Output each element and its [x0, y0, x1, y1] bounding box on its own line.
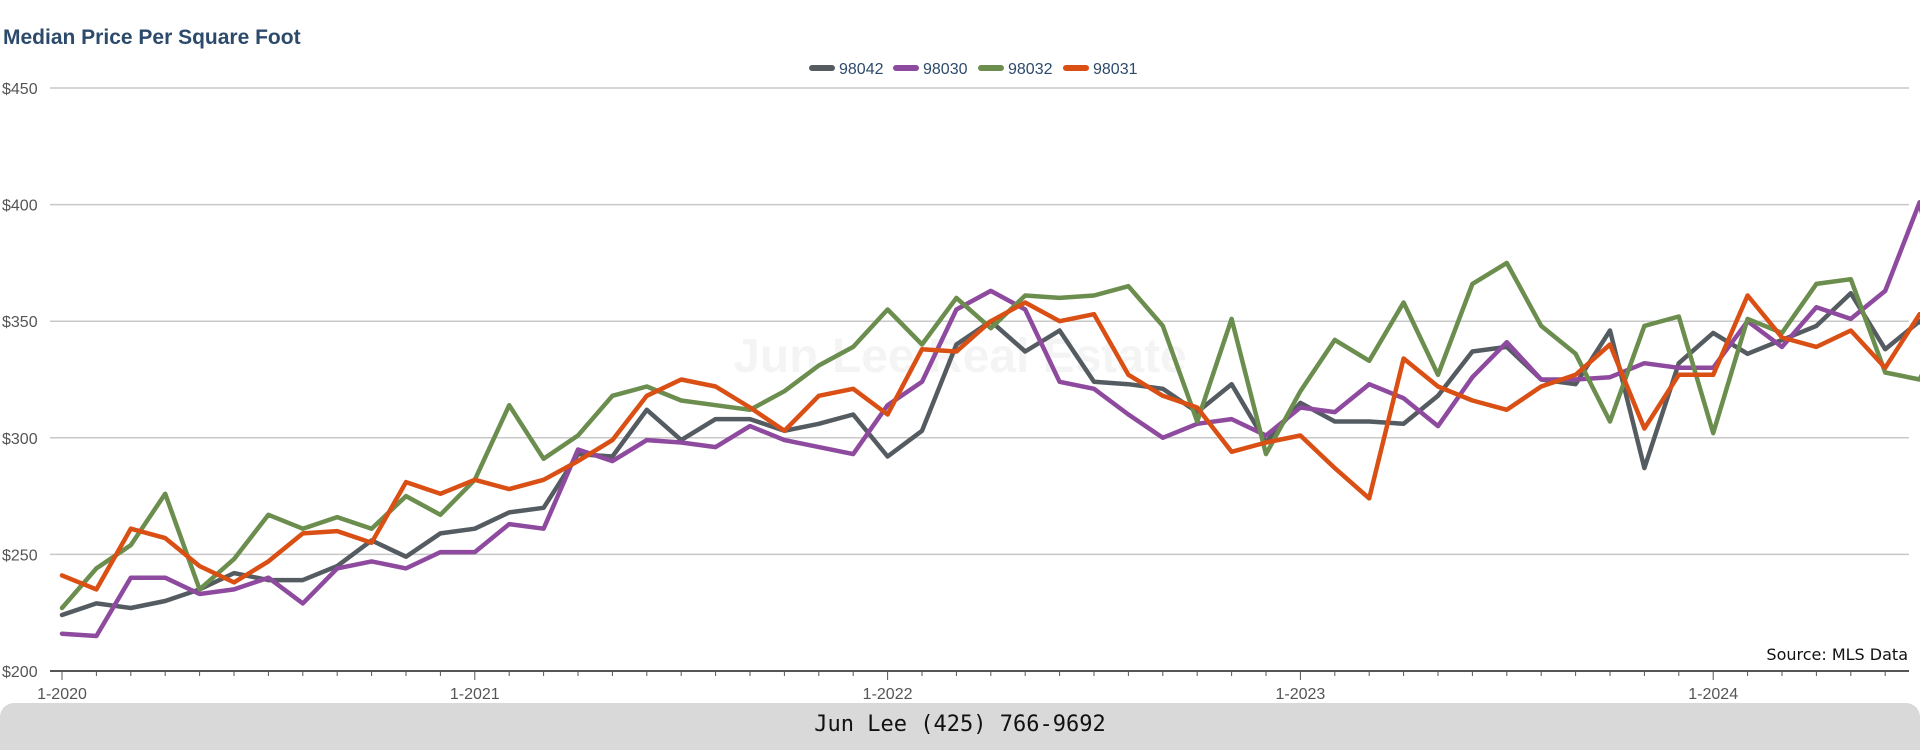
- y-tick-label: $450: [2, 81, 38, 98]
- legend-label-98032: 98032: [1008, 61, 1053, 78]
- y-tick-label: $400: [2, 198, 38, 215]
- series-lines: [59, 200, 1920, 639]
- series-line-98032: [59, 260, 1920, 611]
- chart-title: Median Price Per Square Foot: [3, 26, 301, 49]
- y-tick-label: $300: [2, 431, 38, 448]
- x-tick-label: 1-2021: [450, 686, 500, 703]
- legend: 98042 98030 98032 98031: [809, 61, 1138, 78]
- x-tick-label: 1-2024: [1688, 686, 1738, 703]
- x-tick-label: 1-2023: [1275, 686, 1325, 703]
- legend-label-98042: 98042: [839, 61, 884, 78]
- footer-bar: Jun Lee (425) 766-9692: [0, 703, 1920, 750]
- source-annotation: Source: MLS Data: [1766, 645, 1908, 664]
- series-line-98042: [59, 290, 1920, 618]
- y-tick-label: $250: [2, 547, 38, 564]
- x-tick-label: 1-2020: [37, 686, 87, 703]
- x-tick-label: 1-2022: [863, 686, 913, 703]
- line-chart: Jun Lee Real Estate $200$250$300$350$400…: [2, 61, 1920, 703]
- legend-label-98030: 98030: [923, 61, 968, 78]
- series-line-98031: [59, 293, 1920, 592]
- series-line-98030: [59, 200, 1920, 639]
- y-tick-label: $350: [2, 314, 38, 331]
- legend-label-98031: 98031: [1093, 61, 1138, 78]
- axes: $200 $250 $300 $350 $400 $450 1-2020 1-2021 1-20…: [2, 81, 1909, 703]
- y-tick-label: $200: [2, 664, 38, 681]
- contact-text: Jun Lee (425) 766-9692: [814, 712, 1106, 737]
